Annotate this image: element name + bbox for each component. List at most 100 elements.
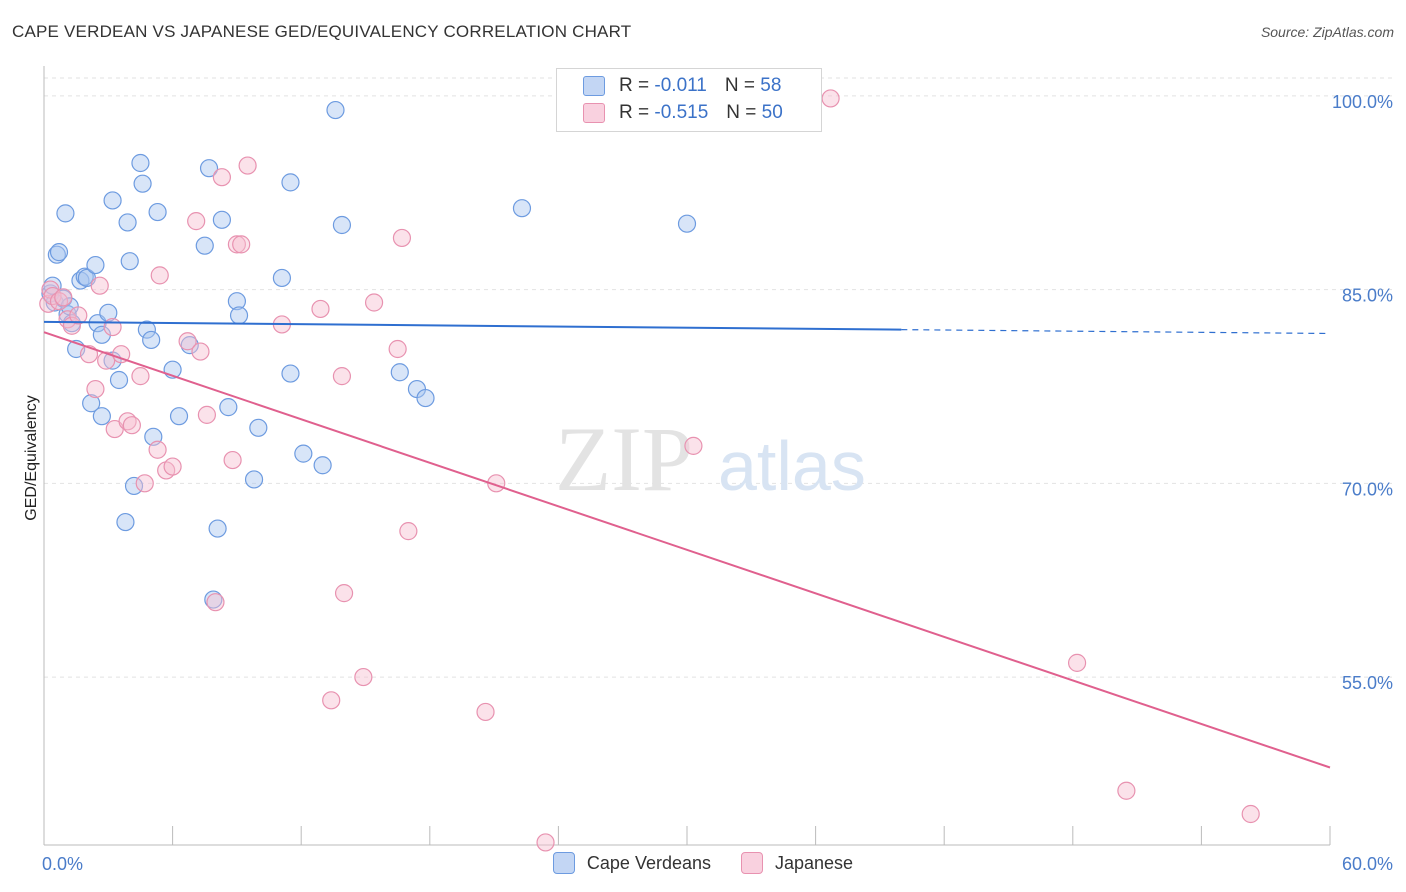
x-tick-label: 0.0% <box>42 854 83 874</box>
legend-row-japanese: R = -0.515 N = 50 <box>557 100 783 126</box>
data-point-cape-verdeans <box>416 388 435 408</box>
legend-swatch-blue <box>583 76 605 96</box>
data-point-japanese <box>821 89 840 108</box>
bottom-legend-swatch-blue <box>552 852 575 874</box>
data-point-cape-verdeans <box>47 245 66 264</box>
legend-swatch-pink <box>583 103 605 123</box>
bottom-legend-cape-verdeans: Cape Verdeans <box>552 852 711 874</box>
data-point-cape-verdeans <box>281 173 300 192</box>
legend-n-label: N = <box>724 75 755 96</box>
bottom-legend-japanese: Japanese <box>741 852 853 874</box>
data-point-japanese <box>197 405 216 424</box>
data-point-cape-verdeans <box>56 204 75 223</box>
data-point-cape-verdeans <box>208 519 227 538</box>
data-point-japanese <box>97 351 116 370</box>
data-point-japanese <box>536 833 555 852</box>
data-point-cape-verdeans <box>227 292 246 311</box>
data-point-japanese <box>392 228 412 248</box>
axes <box>43 66 1331 846</box>
legend-r-value: -0.011 <box>654 75 707 96</box>
data-point-cape-verdeans <box>99 303 118 322</box>
data-point-cape-verdeans <box>219 398 238 417</box>
data-point-japanese <box>238 156 257 175</box>
y-tick-label: 55.0% <box>1342 673 1393 693</box>
data-point-japanese <box>232 235 251 254</box>
data-point-japanese <box>90 276 109 295</box>
y-axis-label: GED/Equivalency <box>23 395 40 520</box>
bottom-legend-label: Japanese <box>775 852 854 873</box>
series-cape-verdeans <box>41 100 697 609</box>
data-point-japanese <box>1067 653 1087 672</box>
data-point-cape-verdeans <box>82 394 101 413</box>
y-tick-label: 70.0% <box>1342 479 1393 499</box>
data-point-japanese <box>684 436 703 455</box>
x-tick-labels: 0.0% 60.0% <box>42 854 1393 874</box>
stats-legend: R = -0.011 N = 58 R = -0.515 N = 50 <box>556 68 822 132</box>
data-point-cape-verdeans <box>272 268 292 288</box>
legend-r-value: -0.515 <box>654 102 709 123</box>
trend-line-cape-verdeans-extension <box>901 329 1331 335</box>
data-point-japanese <box>322 691 341 710</box>
data-point-cape-verdeans <box>677 214 697 233</box>
data-point-japanese <box>364 293 384 312</box>
data-point-cape-verdeans <box>142 330 161 350</box>
watermark-zip: ZIP <box>555 408 693 510</box>
data-point-cape-verdeans <box>249 418 268 437</box>
data-point-cape-verdeans <box>92 407 111 426</box>
data-point-japanese <box>212 168 231 187</box>
data-point-cape-verdeans <box>326 100 345 120</box>
y-tick-label: 85.0% <box>1342 286 1393 306</box>
data-point-cape-verdeans <box>120 252 139 271</box>
bottom-legend-swatch-pink <box>741 852 763 874</box>
data-point-japanese <box>86 379 105 399</box>
data-point-japanese <box>54 288 73 307</box>
data-point-japanese <box>122 416 141 435</box>
data-point-cape-verdeans <box>148 202 167 222</box>
data-point-japanese <box>69 306 88 325</box>
data-point-cape-verdeans <box>199 159 219 178</box>
data-point-japanese <box>206 593 225 612</box>
data-point-cape-verdeans <box>109 370 129 390</box>
data-point-japanese <box>476 702 495 722</box>
data-point-cape-verdeans <box>169 407 189 426</box>
legend-r-label: R = <box>619 102 650 123</box>
data-point-cape-verdeans <box>131 153 150 173</box>
data-point-japanese <box>332 367 352 386</box>
watermark-atlas: atlas <box>718 427 866 505</box>
data-point-cape-verdeans <box>204 590 223 609</box>
data-point-cape-verdeans <box>49 243 69 262</box>
chart-title: CAPE VERDEAN VS JAPANESE GED/EQUIVALENCY… <box>12 22 632 41</box>
data-point-japanese <box>131 367 150 386</box>
trend-line-cape-verdeans <box>43 320 902 331</box>
data-point-japanese <box>1117 781 1136 800</box>
data-point-japanese <box>150 266 169 285</box>
data-point-cape-verdeans <box>229 306 249 325</box>
data-point-cape-verdeans <box>103 191 122 210</box>
data-point-japanese <box>187 212 206 231</box>
data-point-cape-verdeans <box>244 470 264 489</box>
data-point-cape-verdeans <box>512 199 532 218</box>
data-point-japanese <box>148 440 167 459</box>
data-point-japanese <box>354 667 373 687</box>
legend-n-label: N = <box>726 102 757 123</box>
watermark: ZIP atlas <box>555 408 866 510</box>
data-point-cape-verdeans <box>281 364 300 383</box>
trend-line-japanese <box>43 331 1331 769</box>
data-point-cape-verdeans <box>124 476 144 496</box>
data-point-japanese <box>112 345 131 364</box>
data-point-cape-verdeans <box>116 512 135 532</box>
data-point-cape-verdeans <box>390 363 409 382</box>
data-point-cape-verdeans <box>137 320 156 339</box>
data-point-japanese <box>103 317 122 337</box>
data-point-japanese <box>163 457 182 476</box>
legend-n-value: 50 <box>761 102 783 123</box>
data-point-cape-verdeans <box>133 174 152 193</box>
data-point-japanese <box>227 235 246 254</box>
bottom-legend: Cape Verdeans Japanese <box>0 852 1406 874</box>
data-point-cape-verdeans <box>195 236 214 255</box>
data-point-japanese <box>388 339 407 359</box>
data-point-cape-verdeans <box>86 255 105 275</box>
trend-lines <box>43 320 1331 769</box>
data-point-cape-verdeans <box>212 210 231 229</box>
source-label: Source: ZipAtlas.com <box>1260 24 1394 40</box>
